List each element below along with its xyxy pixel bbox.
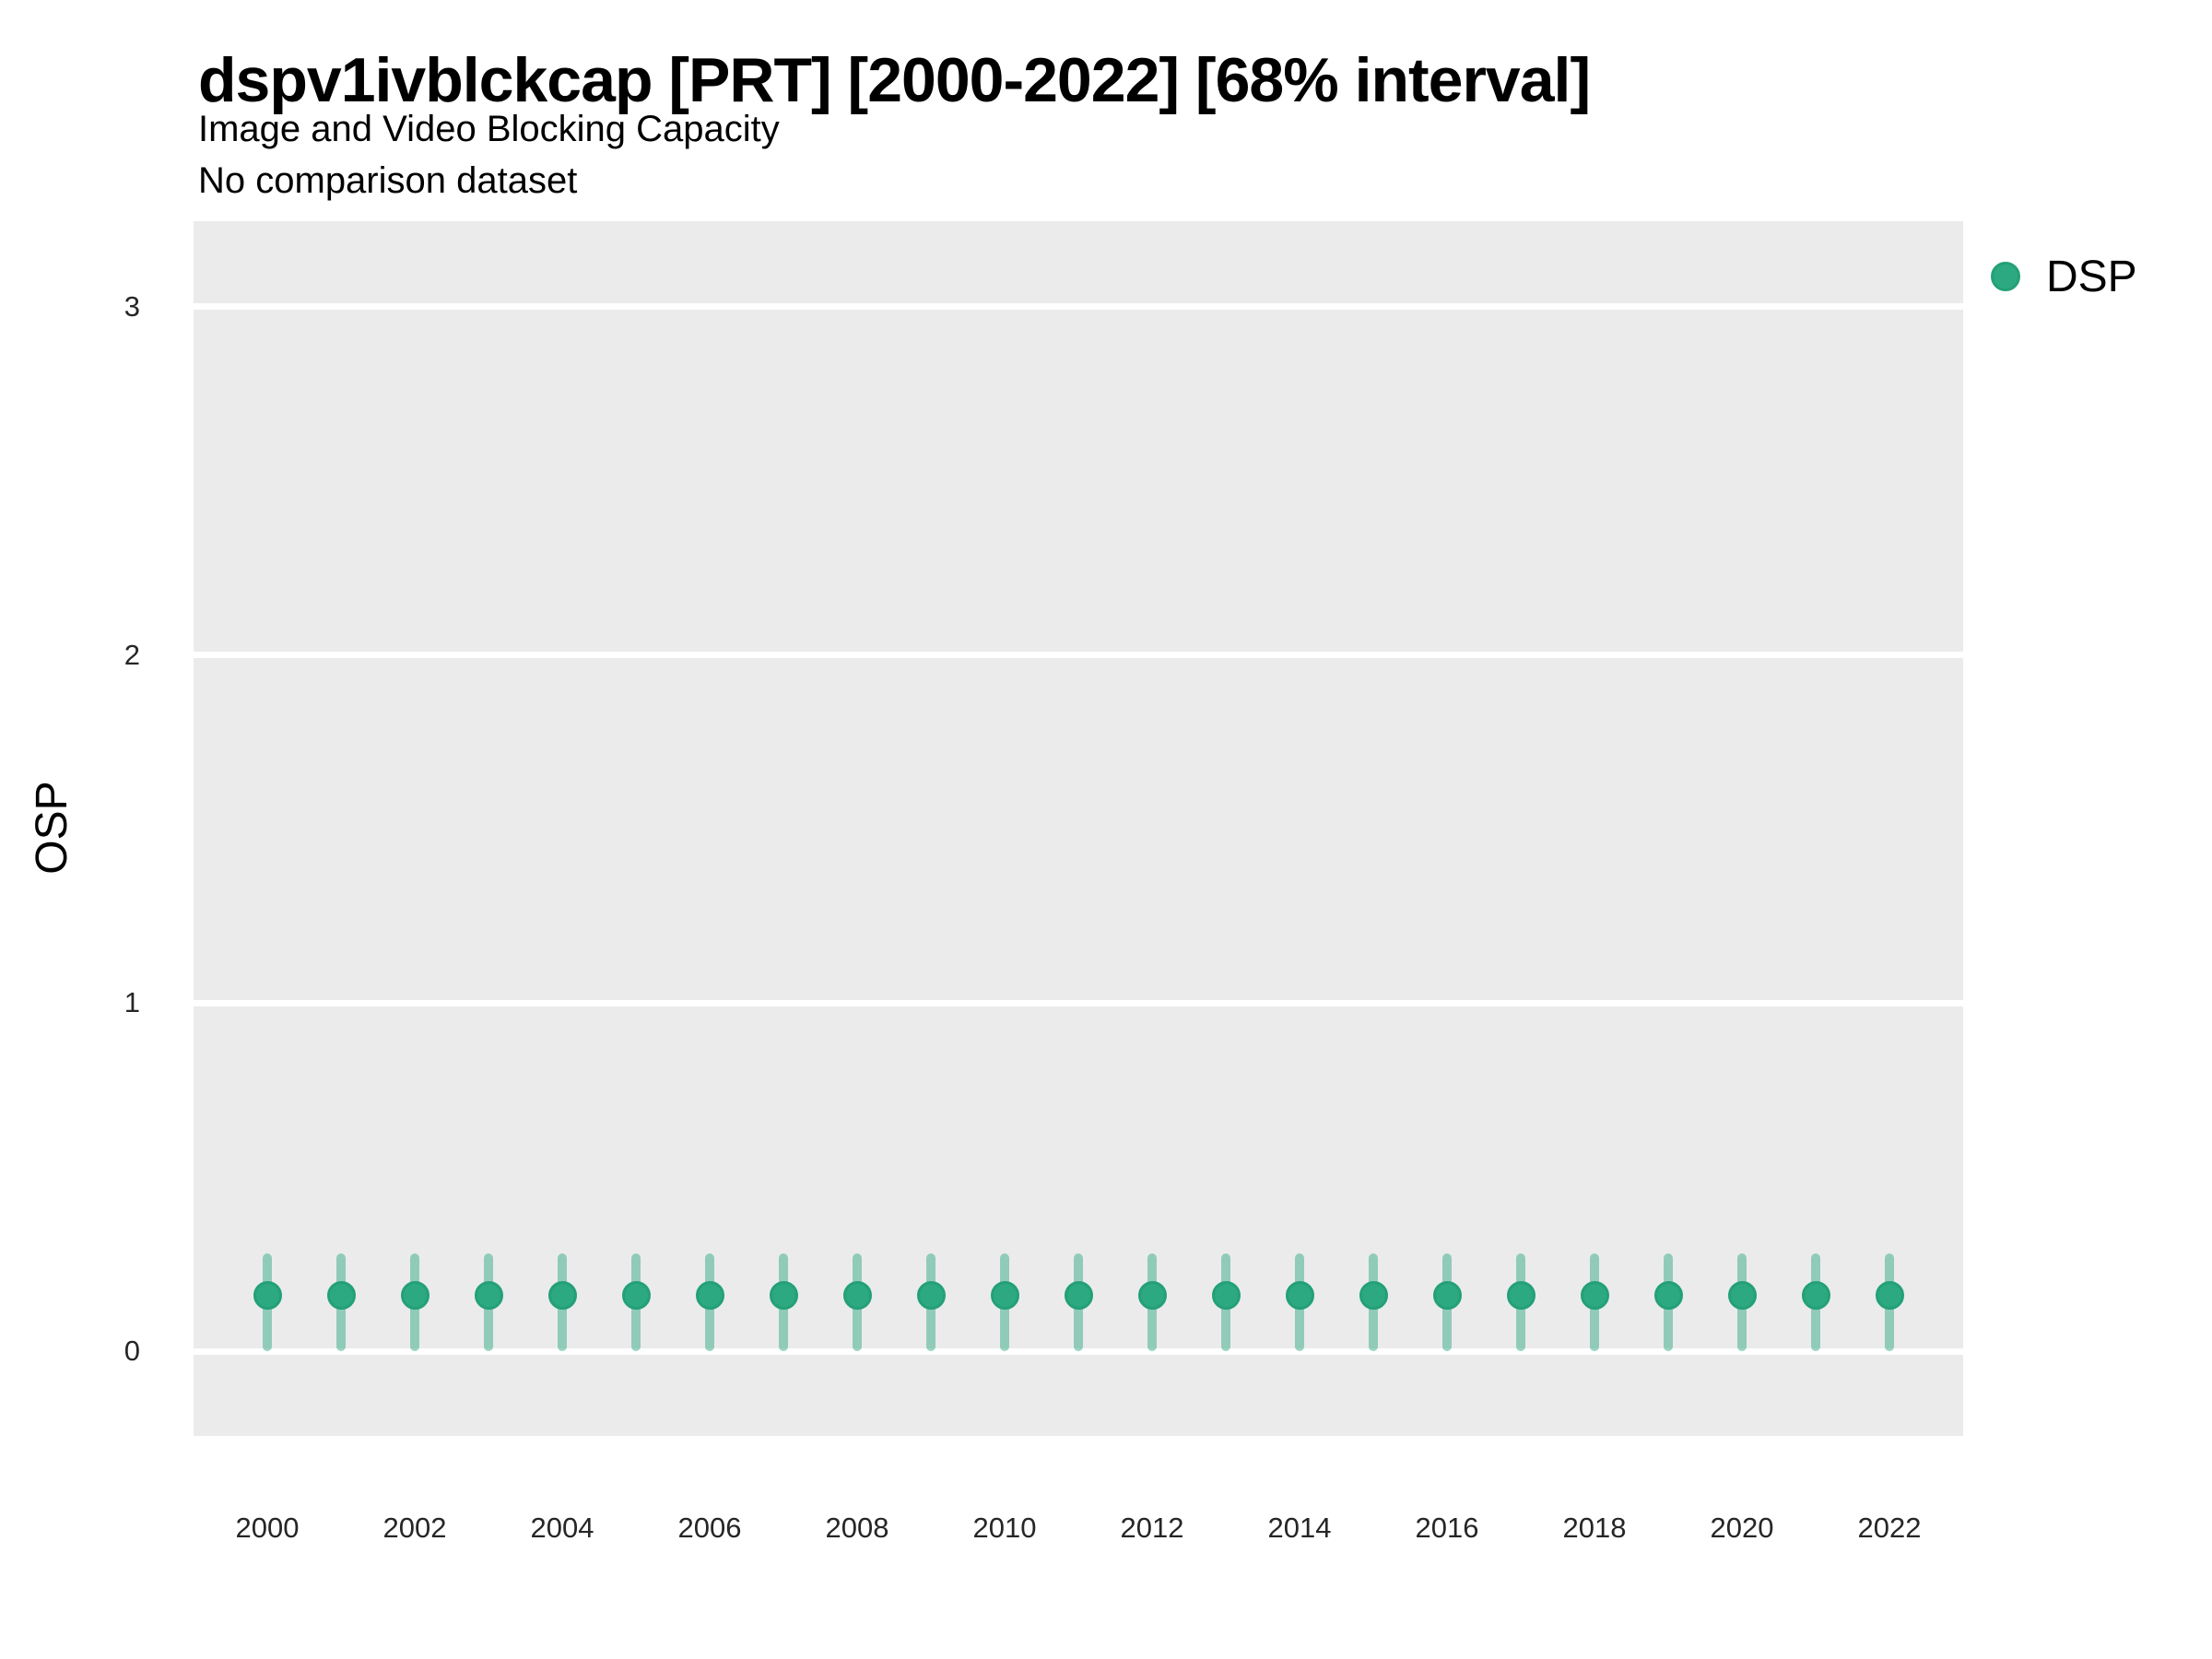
chart-subtitle: Image and Video Blocking Capacity	[198, 109, 780, 149]
x-tick-label: 2004	[530, 1512, 594, 1544]
legend-label: DSP	[2046, 252, 2137, 301]
x-tick-label: 2008	[825, 1512, 889, 1544]
y-gridline-0	[194, 1347, 1963, 1355]
comparison-note: No comparison dataset	[198, 160, 578, 201]
x-tick-label: 2022	[1857, 1512, 1922, 1544]
data-point-2002	[400, 1281, 429, 1311]
data-point-2011	[1064, 1281, 1093, 1311]
legend-circle-icon	[1991, 262, 2020, 291]
y-tick-label: 3	[124, 289, 140, 323]
x-tick-label: 2018	[1562, 1512, 1627, 1544]
x-tick-label: 2020	[1710, 1512, 1774, 1544]
x-tick-label: 2002	[382, 1512, 447, 1544]
x-tick-label: 2012	[1120, 1512, 1184, 1544]
y-gridline-1	[194, 999, 1963, 1006]
x-tick-label: 2010	[972, 1512, 1037, 1544]
data-point-2013	[1211, 1281, 1241, 1311]
data-point-2020	[1727, 1281, 1757, 1311]
data-point-2008	[842, 1281, 872, 1311]
y-tick-label: 1	[124, 986, 140, 1019]
data-point-2018	[1580, 1281, 1609, 1311]
y-gridline-2	[194, 652, 1963, 659]
data-point-2004	[547, 1281, 577, 1311]
data-point-2009	[916, 1281, 946, 1311]
x-tick-label: 2000	[235, 1512, 300, 1544]
y-tick-label: 0	[124, 1335, 140, 1367]
data-point-2022	[1875, 1281, 1904, 1311]
data-point-2007	[769, 1281, 798, 1311]
x-tick-label: 2014	[1267, 1512, 1332, 1544]
data-point-2010	[990, 1281, 1019, 1311]
data-point-2000	[253, 1281, 282, 1311]
x-tick-label: 2016	[1415, 1512, 1479, 1544]
plot-panel	[194, 221, 1963, 1436]
data-point-2003	[474, 1281, 503, 1311]
data-point-2021	[1801, 1281, 1830, 1311]
data-point-2005	[621, 1281, 651, 1311]
data-point-2019	[1653, 1281, 1683, 1311]
data-point-2001	[326, 1281, 356, 1311]
data-point-2017	[1506, 1281, 1535, 1311]
x-tick-label: 2006	[677, 1512, 742, 1544]
chart-title: dspv1ivblckcap [PRT] [2000-2022] [68% in…	[198, 45, 1591, 115]
data-point-2012	[1137, 1281, 1167, 1311]
data-point-2015	[1359, 1281, 1388, 1311]
data-point-2006	[695, 1281, 724, 1311]
data-point-2014	[1285, 1281, 1314, 1311]
y-tick-label: 2	[124, 638, 140, 671]
y-axis-title: OSP	[28, 781, 76, 875]
legend: DSP	[1991, 251, 2137, 302]
data-point-2016	[1432, 1281, 1462, 1311]
y-gridline-3	[194, 303, 1963, 311]
